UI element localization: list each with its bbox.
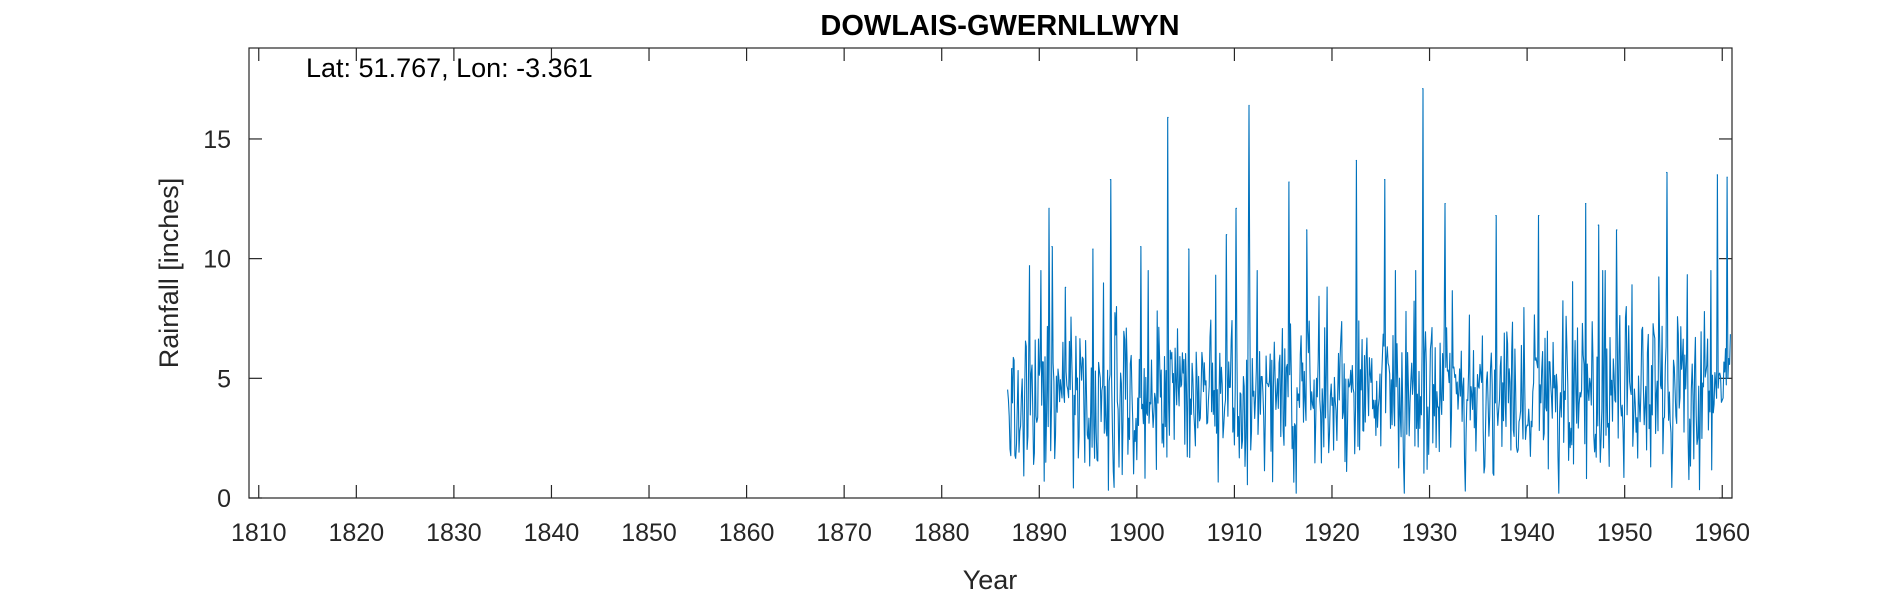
rainfall-peak-point bbox=[1538, 214, 1540, 217]
x-tick-label: 1870 bbox=[816, 519, 872, 547]
x-tick-label: 1810 bbox=[231, 519, 287, 547]
x-tick-label: 1950 bbox=[1597, 519, 1653, 547]
x-tick-label: 1880 bbox=[914, 519, 970, 547]
rainfall-peak-point bbox=[1616, 229, 1618, 231]
x-tick-label: 1890 bbox=[1011, 519, 1067, 547]
y-tick-label: 5 bbox=[217, 365, 231, 393]
x-tick-label: 1920 bbox=[1304, 519, 1360, 547]
rainfall-peak-point bbox=[1051, 246, 1053, 248]
rainfall-series-line bbox=[1007, 88, 1731, 494]
rainfall-peak-point bbox=[1167, 116, 1169, 119]
chart-title: DOWLAIS-GWERNLLWYN bbox=[820, 10, 1179, 42]
x-tick-label: 1900 bbox=[1109, 519, 1165, 547]
rainfall-peak-point bbox=[1028, 265, 1031, 267]
rainfall-peak-point bbox=[1288, 181, 1290, 183]
rainfall-peak-point bbox=[1422, 88, 1424, 90]
rainfall-peak-point bbox=[1226, 234, 1228, 236]
rainfall-peak-point bbox=[1065, 286, 1067, 288]
series-layer bbox=[1007, 88, 1731, 494]
rainfall-peak-point bbox=[1306, 229, 1308, 231]
rainfall-peak-point bbox=[1726, 176, 1728, 178]
rainfall-peak-point bbox=[1011, 368, 1013, 370]
rainfall-peak-point bbox=[1235, 207, 1237, 209]
x-tick-label: 1850 bbox=[621, 519, 677, 547]
x-axis-label: Year bbox=[963, 565, 1018, 591]
rainfall-peak-point bbox=[1384, 179, 1386, 181]
rainfall-peak-point bbox=[1248, 104, 1250, 107]
rainfall-peak-point bbox=[1109, 179, 1112, 181]
x-axis-ticks: 1810 1820 1830 1840 1850 1860 1870 1880 1890 1900… bbox=[231, 48, 1750, 547]
rainfall-peak-point bbox=[1495, 214, 1497, 217]
x-tick-label: 1820 bbox=[329, 519, 385, 547]
x-tick-label: 1960 bbox=[1694, 519, 1750, 547]
x-tick-label: 1830 bbox=[426, 519, 482, 547]
y-axis-ticks: 0 5 10 15 bbox=[203, 126, 1732, 513]
rainfall-peak-point bbox=[1187, 248, 1190, 250]
rainfall-peak-point bbox=[1140, 246, 1142, 248]
y-tick-label: 15 bbox=[203, 126, 231, 154]
rainfall-peak-point bbox=[1666, 171, 1668, 174]
y-axis-label: Rainfall [inches] bbox=[154, 178, 184, 369]
x-tick-label: 1940 bbox=[1499, 519, 1555, 547]
rainfall-peak-point bbox=[1355, 159, 1357, 162]
y-tick-label: 0 bbox=[217, 485, 231, 513]
y-tick-label: 10 bbox=[203, 246, 231, 274]
x-tick-label: 1910 bbox=[1207, 519, 1263, 547]
rainfall-peak-point bbox=[1597, 224, 1599, 226]
x-tick-label: 1860 bbox=[719, 519, 775, 547]
rainfall-peak-point bbox=[1092, 248, 1094, 250]
rainfall-peak-point bbox=[1048, 207, 1050, 209]
location-annotation: Lat: 51.767, Lon: -3.361 bbox=[306, 53, 593, 83]
rainfall-peak-point bbox=[1716, 174, 1718, 176]
x-tick-label: 1930 bbox=[1402, 519, 1458, 547]
rainfall-peak-point bbox=[1585, 202, 1587, 205]
rainfall-peak-point bbox=[1444, 202, 1446, 205]
x-tick-label: 1840 bbox=[524, 519, 580, 547]
plot-area bbox=[248, 47, 1733, 499]
